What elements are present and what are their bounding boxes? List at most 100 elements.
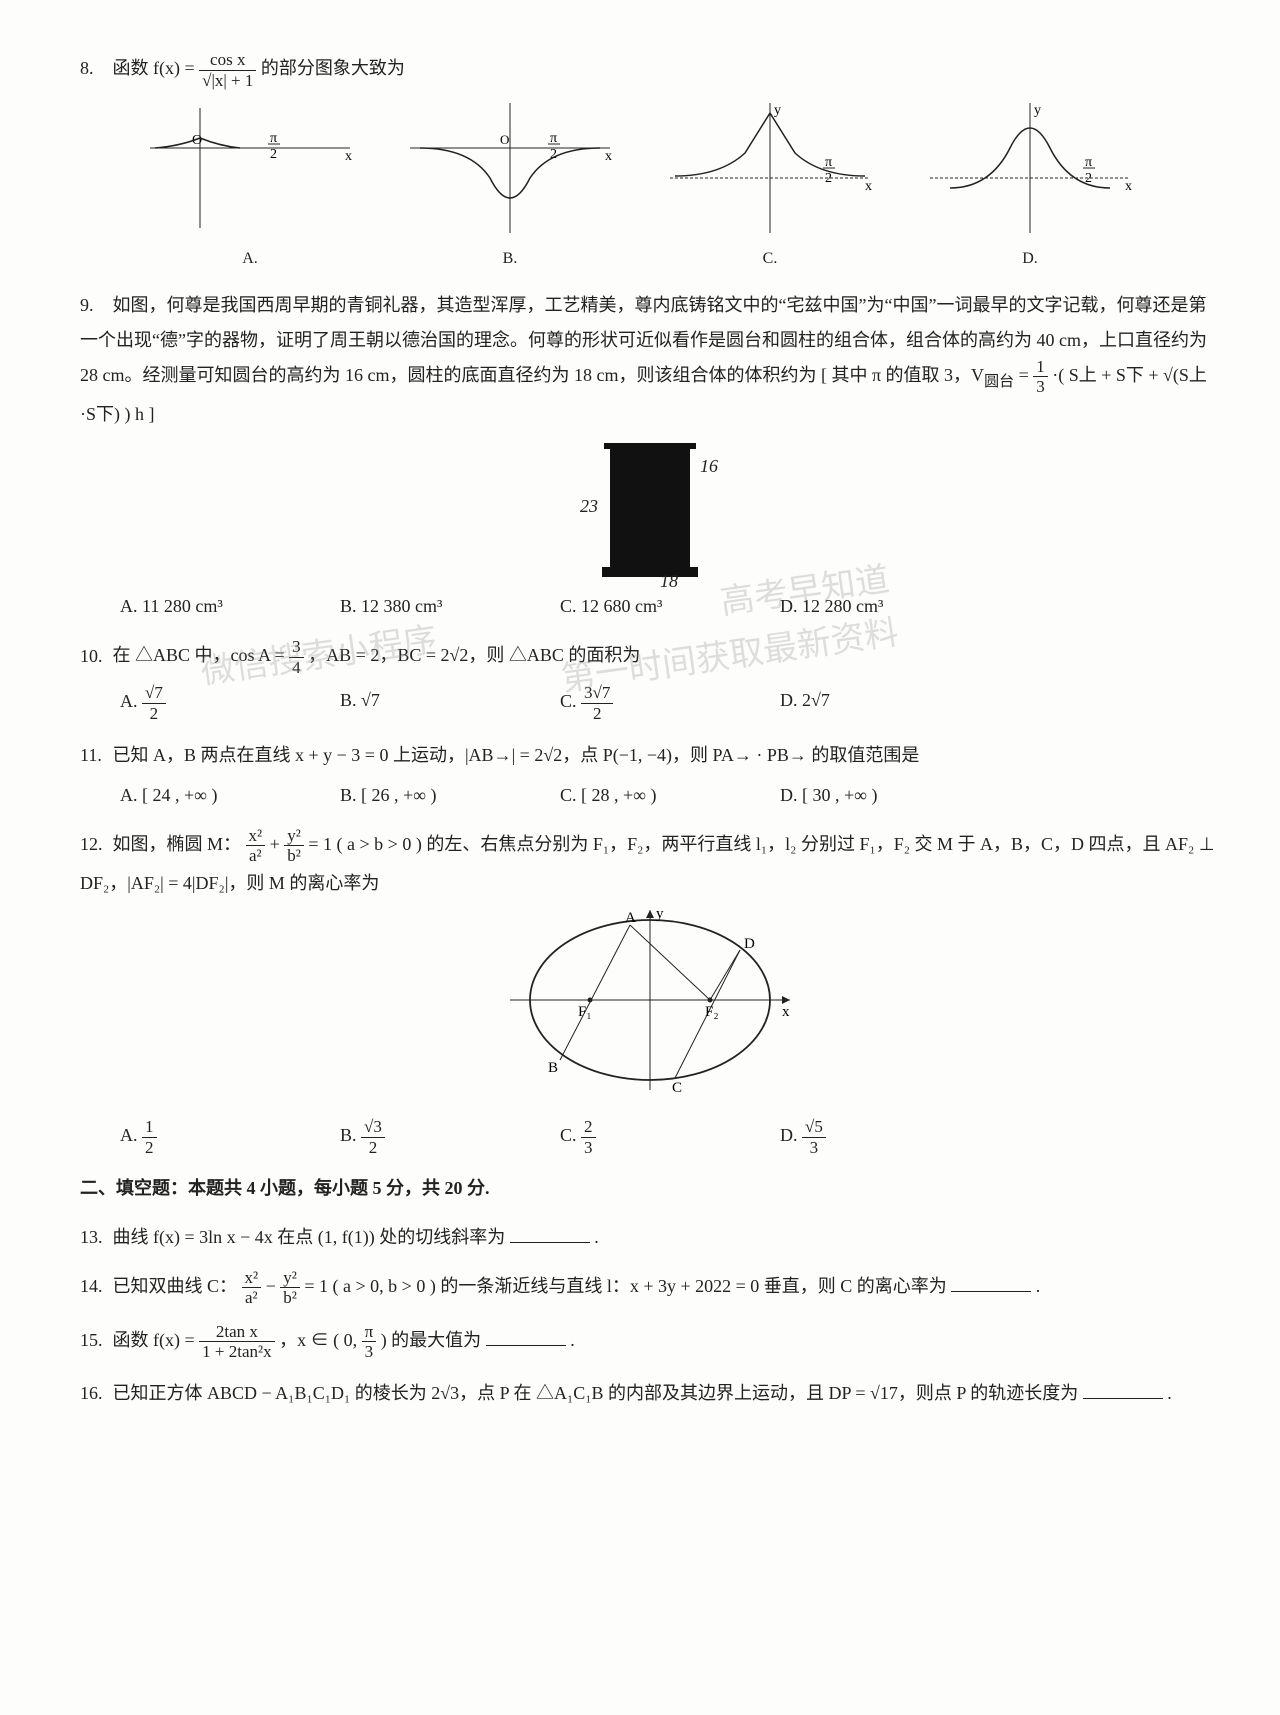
- svg-text:O: O: [500, 132, 509, 147]
- hezun-image: [610, 445, 690, 575]
- q15-number: 15.: [80, 1323, 108, 1357]
- q9-fd: 3: [1033, 377, 1048, 397]
- q16-text: 已知正方体 ABCD − A₁B₁C₁D₁ 的棱长为 2√3，点 P 在 △A₁…: [113, 1383, 1083, 1403]
- q11-number: 11.: [80, 738, 108, 772]
- q9-opt-a: A. 11 280 cm³: [120, 589, 280, 623]
- q11-opt-d: D. [ 30 , +∞ ): [780, 778, 940, 812]
- q14-blank: [951, 1273, 1031, 1292]
- q8-frac: cos x √|x| + 1: [199, 50, 256, 90]
- question-13: 13. 曲线 f(x) = 3ln x − 4x 在点 (1, f(1)) 处的…: [80, 1220, 1220, 1254]
- q15-text-a: 函数 f(x) =: [113, 1330, 200, 1350]
- q12-c-pre: C.: [560, 1126, 581, 1146]
- q14-f2d: b²: [280, 1288, 300, 1308]
- lblC: C: [672, 1080, 682, 1096]
- q12-f2n: y²: [284, 826, 304, 847]
- q8-frac-n: cos x: [199, 50, 256, 71]
- q16-blank: [1083, 1380, 1163, 1399]
- q15-text-c: ) 的最大值为: [381, 1330, 486, 1350]
- q12-number: 12.: [80, 827, 108, 861]
- q9-opt-b: B. 12 380 cm³: [340, 589, 500, 623]
- q15-fd: 1 + 2tan²x: [199, 1342, 274, 1362]
- q8-text-b: 的部分图象大致为: [261, 58, 405, 78]
- q12-dn: √5: [802, 1117, 826, 1138]
- lbly: y: [656, 906, 664, 922]
- q11-opt-a: A. [ 24 , +∞ ): [120, 778, 280, 812]
- q10-an: √7: [142, 683, 166, 704]
- q9-annot-2: 16: [700, 449, 718, 483]
- q11-opt-b: B. [ 26 , +∞ ): [340, 778, 500, 812]
- q10-options: A. √72 B. √7 C. 3√72 D. 2√7: [120, 683, 1220, 723]
- q14-f1n: x²: [242, 1268, 262, 1289]
- q9-fn: 1: [1033, 357, 1048, 378]
- q10-number: 10.: [80, 639, 108, 673]
- question-15: 15. 函数 f(x) = 2tan x1 + 2tan²x ，x ∈ ( 0,…: [80, 1322, 1220, 1362]
- q13-number: 13.: [80, 1220, 108, 1254]
- q12-bn: √3: [361, 1117, 385, 1138]
- q12-cd: 3: [581, 1138, 596, 1158]
- q10-cn: 3√7: [581, 683, 613, 704]
- q15-end: .: [570, 1330, 575, 1350]
- svg-text:y: y: [774, 103, 781, 118]
- q10-c-pre: C.: [560, 692, 581, 712]
- q12-b-pre: B.: [340, 1126, 361, 1146]
- q10-opt-d: D. 2√7: [780, 683, 940, 723]
- q14-f1d: a²: [242, 1288, 262, 1308]
- lblF1: F₁: [578, 1004, 592, 1020]
- q10-opt-c: C. 3√72: [560, 683, 720, 723]
- q10-a-pre: A.: [120, 692, 142, 712]
- q8-number: 8.: [80, 51, 108, 85]
- section-2-header: 二、填空题：本题共 4 小题，每小题 5 分，共 20 分.: [80, 1171, 1220, 1205]
- question-16: 16. 已知正方体 ABCD − A₁B₁C₁D₁ 的棱长为 2√3，点 P 在…: [80, 1376, 1220, 1410]
- q8-text-a: 函数 f(x) =: [113, 58, 200, 78]
- q10-text-b: ，AB = 2，BC = 2√2，则 △ABC 的面积为: [308, 646, 640, 666]
- q12-ad: 2: [142, 1138, 157, 1158]
- lblF2: F₂: [705, 1004, 719, 1020]
- lblA: A: [625, 910, 636, 926]
- q13-text: 曲线 f(x) = 3ln x − 4x 在点 (1, f(1)) 处的切线斜率…: [113, 1227, 510, 1247]
- svg-text:2: 2: [825, 171, 832, 186]
- q16-end: .: [1167, 1383, 1172, 1403]
- q8-graph-a: O π 2 x: [140, 98, 360, 238]
- q9-frac: 1 3: [1033, 357, 1048, 397]
- lblx: x: [782, 1004, 790, 1020]
- q12-f1n: x²: [246, 826, 266, 847]
- svg-text:y: y: [1034, 103, 1041, 118]
- q8-graph-labels: A. B. C. D.: [140, 244, 1220, 274]
- q12-opt-d: D. √53: [780, 1117, 940, 1157]
- q15-blank: [486, 1327, 566, 1346]
- question-11: 11. 已知 A，B 两点在直线 x + y − 3 = 0 上运动，|AB→|…: [80, 738, 1220, 812]
- q8-graph-b: π 2 x O: [400, 98, 620, 238]
- svg-text:x: x: [605, 149, 612, 164]
- q8-label-a: A.: [140, 244, 360, 274]
- q10-text-a: 在 △ABC 中，cos A =: [113, 646, 290, 666]
- q12-d-pre: D.: [780, 1126, 802, 1146]
- svg-text:2: 2: [550, 147, 557, 162]
- q15-fn: 2tan x: [199, 1322, 274, 1343]
- q8-graphs: O π 2 x π 2 x O π 2 x y: [140, 98, 1220, 238]
- q9-annot-3: 18: [660, 564, 678, 598]
- svg-text:x: x: [345, 149, 352, 164]
- q8-label-d: D.: [920, 244, 1140, 274]
- q14-minus: −: [266, 1276, 281, 1296]
- q9-formula-a: =: [1019, 365, 1034, 385]
- q15-f2d: 3: [362, 1342, 377, 1362]
- svg-text:x: x: [1125, 179, 1132, 194]
- q14-number: 14.: [80, 1269, 108, 1303]
- q10-opt-b: B. √7: [340, 683, 500, 723]
- q10-opt-a: A. √72: [120, 683, 280, 723]
- q14-text-b: = 1 ( a > 0, b > 0 ) 的一条渐近线与直线 l：x + 3y …: [304, 1276, 951, 1296]
- q8-label-c: C.: [660, 244, 880, 274]
- q12-an: 1: [142, 1117, 157, 1138]
- q9-annot-1: 23: [580, 489, 598, 523]
- q8-frac-d: √|x| + 1: [199, 71, 256, 91]
- q12-text-a: 如图，椭圆 M：: [113, 834, 242, 854]
- q11-opt-c: C. [ 28 , +∞ ): [560, 778, 720, 812]
- q14-text-a: 已知双曲线 C：: [113, 1276, 238, 1296]
- q12-bd: 2: [361, 1138, 385, 1158]
- q12-opt-b: B. √32: [340, 1117, 500, 1157]
- q12-opt-a: A. 12: [120, 1117, 280, 1157]
- q15-f2n: π: [362, 1322, 377, 1343]
- q15-text-b: ，x ∈ ( 0,: [279, 1330, 362, 1350]
- q9-number: 9.: [80, 288, 108, 322]
- q10-ad: 2: [142, 704, 166, 724]
